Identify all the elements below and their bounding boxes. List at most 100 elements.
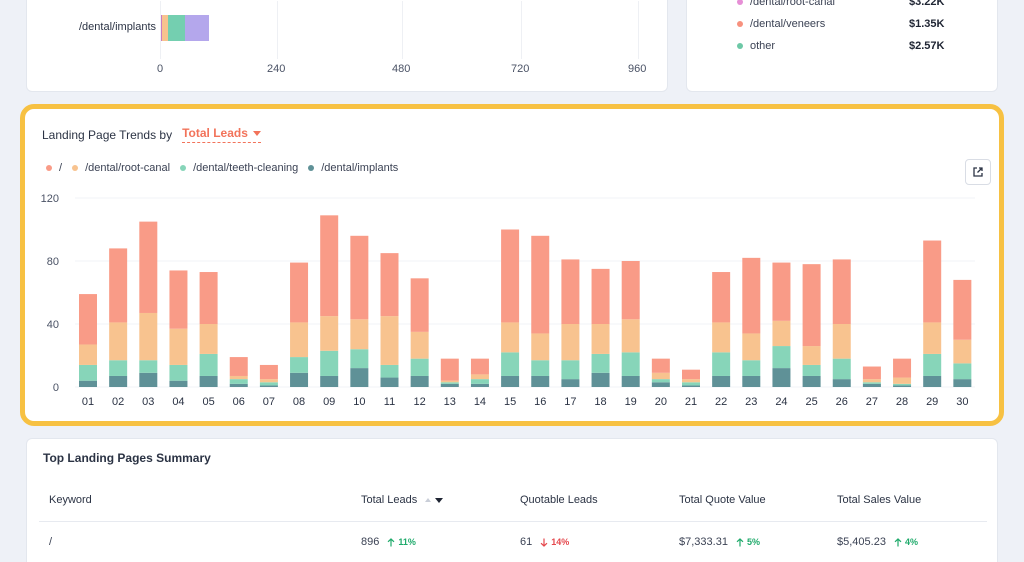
- bar-segment[interactable]: [139, 372, 158, 387]
- bar-segment[interactable]: [290, 372, 309, 387]
- bar-segment[interactable]: [712, 375, 731, 387]
- bar-segment[interactable]: [440, 380, 459, 383]
- bar-segment[interactable]: [953, 363, 972, 380]
- bar-segment[interactable]: [772, 346, 791, 369]
- horizontal-stacked-bar[interactable]: [161, 15, 209, 41]
- bar-segment[interactable]: [290, 357, 309, 373]
- bar-segment[interactable]: [290, 322, 309, 358]
- bar-segment[interactable]: [923, 353, 942, 376]
- bar-segment[interactable]: [651, 379, 670, 383]
- legend-item-teeth-cleaning[interactable]: /dental/teeth-cleaning: [180, 162, 298, 174]
- bar-segment[interactable]: [470, 379, 489, 384]
- bar-segment[interactable]: [320, 215, 339, 317]
- bar-segment[interactable]: [862, 382, 881, 384]
- bar-segment[interactable]: [470, 383, 489, 387]
- bar-segment[interactable]: [621, 375, 640, 387]
- bar-segment[interactable]: [410, 331, 429, 359]
- bar-segment[interactable]: [320, 350, 339, 376]
- bar-segment[interactable]: [109, 322, 128, 361]
- bar-segment[interactable]: [290, 262, 309, 323]
- bar-segment[interactable]: [651, 358, 670, 373]
- bar-segment[interactable]: [862, 379, 881, 383]
- bar-segment[interactable]: [139, 312, 158, 361]
- bar-segment[interactable]: [621, 352, 640, 376]
- bar-segment[interactable]: [561, 360, 580, 380]
- bar-segment[interactable]: [501, 352, 520, 376]
- bar-segment[interactable]: [501, 375, 520, 387]
- bar-segment[interactable]: [682, 382, 700, 386]
- bar-segment[interactable]: [923, 375, 942, 387]
- bar-segment[interactable]: [953, 339, 972, 364]
- bar-segment[interactable]: [139, 360, 158, 373]
- bar-segment[interactable]: [161, 15, 163, 41]
- bar-segment[interactable]: [591, 353, 610, 373]
- bar-segment[interactable]: [712, 322, 731, 353]
- bar-segment[interactable]: [651, 372, 670, 380]
- bar-segment[interactable]: [79, 344, 97, 365]
- bar-segment[interactable]: [772, 320, 791, 347]
- bar-segment[interactable]: [470, 358, 489, 375]
- bar-segment[interactable]: [380, 316, 399, 365]
- bar-segment[interactable]: [832, 324, 851, 359]
- bar-segment[interactable]: [561, 324, 580, 361]
- bar-segment[interactable]: [772, 368, 791, 387]
- bar-segment[interactable]: [893, 385, 912, 387]
- column-header-total-quote-value[interactable]: Total Quote Value: [679, 494, 766, 506]
- bar-segment[interactable]: [229, 375, 248, 380]
- bar-segment[interactable]: [712, 272, 731, 323]
- bar-segment[interactable]: [350, 349, 369, 369]
- bar-segment[interactable]: [169, 328, 188, 365]
- bar-segment[interactable]: [380, 364, 399, 378]
- bar-segment[interactable]: [109, 375, 128, 387]
- bar-segment[interactable]: [350, 368, 369, 387]
- bar-segment[interactable]: [862, 366, 881, 380]
- bar-segment[interactable]: [893, 383, 912, 386]
- bar-segment[interactable]: [501, 322, 520, 353]
- bar-segment[interactable]: [109, 360, 128, 376]
- bar-segment[interactable]: [470, 374, 489, 380]
- bar-segment[interactable]: [862, 383, 881, 387]
- bar-segment[interactable]: [531, 333, 550, 361]
- bar-segment[interactable]: [742, 360, 761, 376]
- bar-segment[interactable]: [802, 346, 821, 365]
- bar-segment[interactable]: [199, 353, 218, 376]
- bar-segment[interactable]: [953, 379, 972, 387]
- bar-segment[interactable]: [259, 379, 278, 383]
- bar-segment[interactable]: [229, 379, 248, 384]
- bar-segment[interactable]: [79, 364, 97, 381]
- bar-segment[interactable]: [199, 272, 218, 324]
- bar-segment[interactable]: [802, 264, 821, 347]
- bar-segment[interactable]: [440, 358, 459, 381]
- bar-segment[interactable]: [531, 360, 550, 376]
- metric-dropdown[interactable]: Total Leads: [182, 126, 261, 143]
- bar-segment[interactable]: [682, 369, 700, 380]
- bar-segment[interactable]: [923, 240, 942, 323]
- bar-segment[interactable]: [651, 382, 670, 387]
- bar-segment[interactable]: [682, 385, 700, 387]
- legend-item-root-canal[interactable]: /dental/root-canal: [72, 162, 170, 174]
- bar-segment[interactable]: [832, 358, 851, 380]
- bar-segment[interactable]: [229, 357, 248, 376]
- column-header-quotable-leads[interactable]: Quotable Leads: [520, 494, 598, 506]
- bar-segment[interactable]: [802, 375, 821, 387]
- bar-segment[interactable]: [185, 15, 209, 41]
- bar-segment[interactable]: [320, 316, 339, 351]
- bar-segment[interactable]: [139, 221, 158, 313]
- bar-segment[interactable]: [259, 382, 278, 386]
- bar-segment[interactable]: [410, 278, 429, 332]
- bar-segment[interactable]: [169, 380, 188, 387]
- bar-segment[interactable]: [923, 322, 942, 354]
- bar-segment[interactable]: [79, 380, 97, 387]
- bar-segment[interactable]: [832, 379, 851, 387]
- bar-segment[interactable]: [893, 358, 912, 378]
- bar-segment[interactable]: [832, 259, 851, 324]
- bar-segment[interactable]: [621, 319, 640, 353]
- bar-segment[interactable]: [350, 235, 369, 320]
- bar-segment[interactable]: [168, 15, 186, 41]
- bar-segment[interactable]: [531, 375, 550, 387]
- bar-segment[interactable]: [742, 375, 761, 387]
- bar-segment[interactable]: [410, 358, 429, 376]
- bar-segment[interactable]: [169, 270, 188, 329]
- bar-segment[interactable]: [162, 15, 169, 41]
- bar-segment[interactable]: [440, 382, 459, 384]
